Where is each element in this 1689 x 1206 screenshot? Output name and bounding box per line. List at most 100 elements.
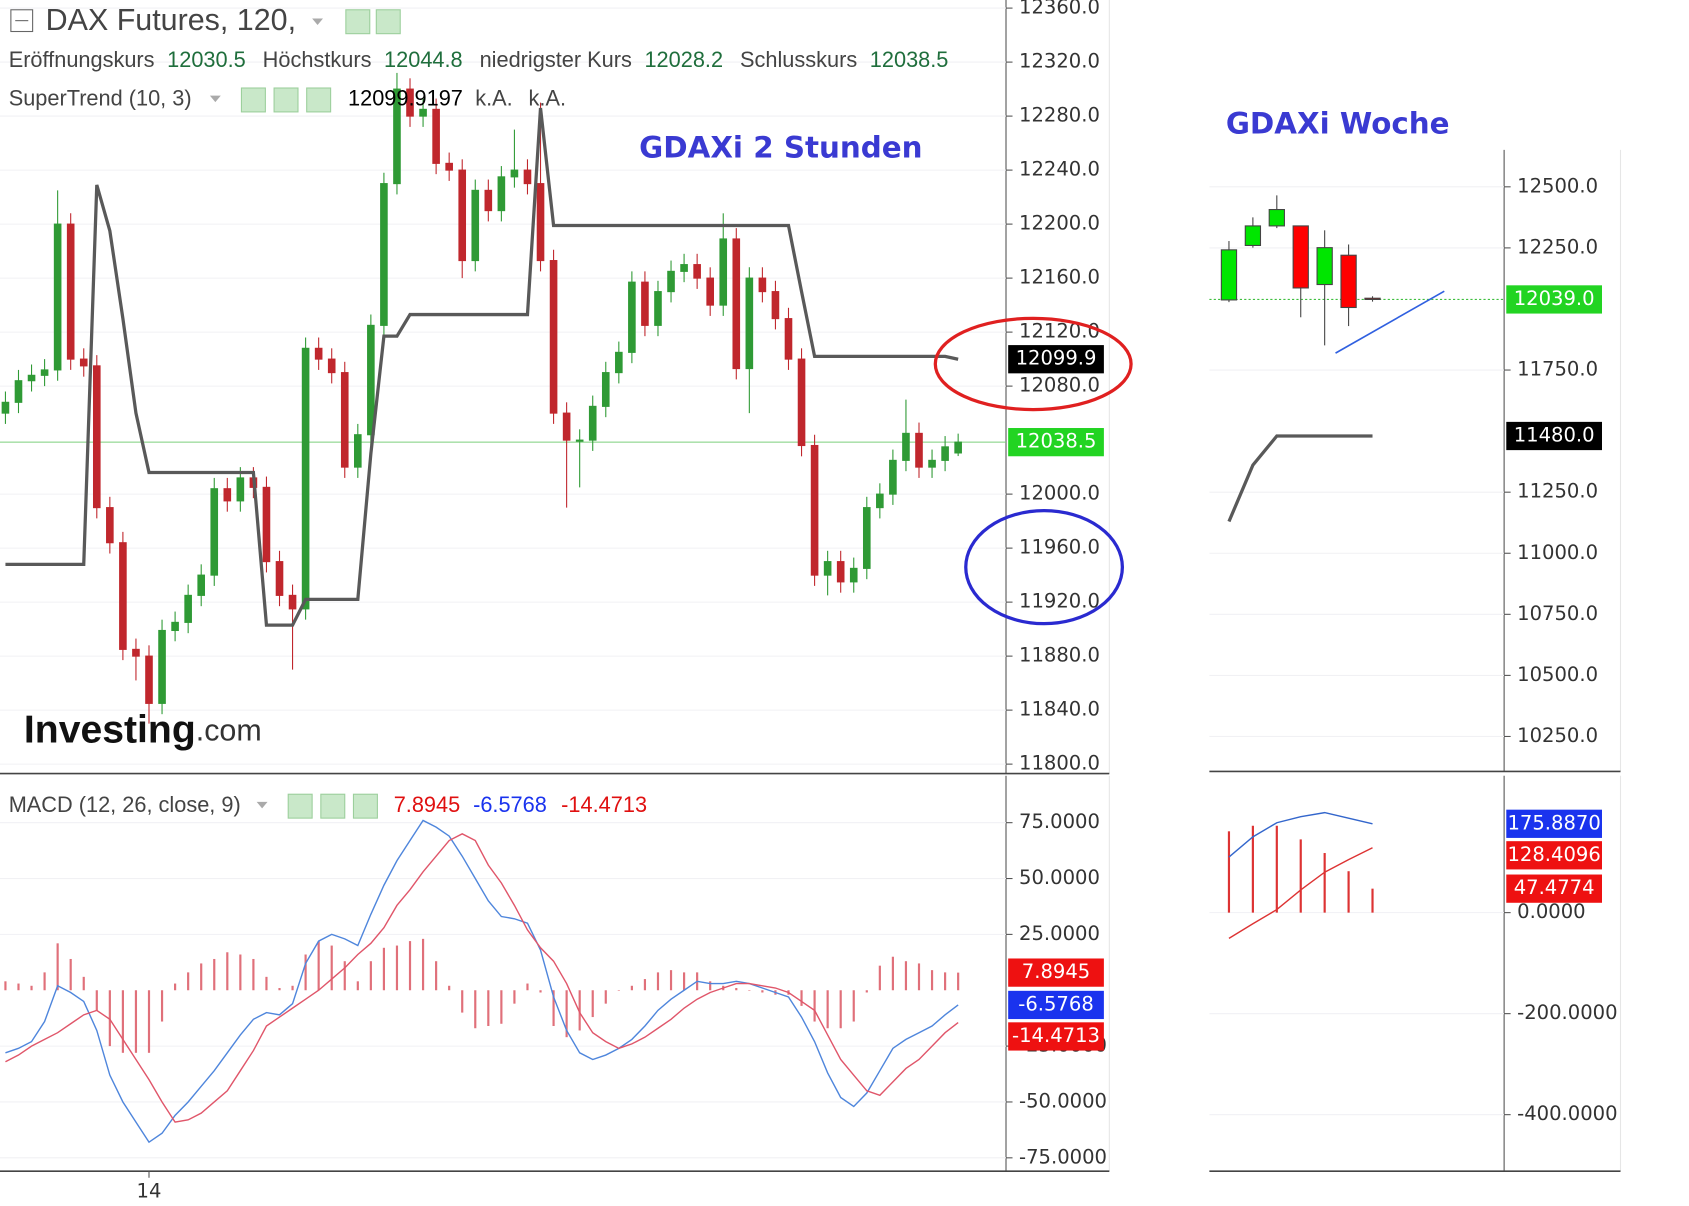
histogram-bar	[878, 965, 881, 991]
histogram-bar	[95, 990, 98, 1011]
candle-body	[458, 169, 467, 262]
histogram-bar	[121, 990, 124, 1053]
histogram-bar	[865, 990, 868, 993]
histogram-bar	[213, 958, 216, 991]
candle-body	[536, 183, 545, 262]
histogram-bar	[735, 988, 738, 991]
plot-layer: 12360.0 12320.0 12280.0 12240.0 12200.0 12160…	[0, 0, 1622, 1202]
candle-body	[53, 223, 62, 371]
histogram-bar	[669, 970, 673, 991]
histogram-bar	[56, 943, 59, 991]
candle-body	[601, 372, 610, 407]
candle-body	[693, 264, 701, 279]
histogram-bar	[1299, 839, 1302, 913]
y-tick-label: 12240.0	[1019, 158, 1100, 181]
price-badge	[1506, 841, 1602, 870]
histogram-bar	[1251, 825, 1254, 913]
candle-body	[275, 561, 284, 596]
close-icon[interactable]	[306, 87, 332, 113]
candle-body	[92, 365, 101, 509]
histogram-bar	[278, 988, 281, 991]
close-icon[interactable]	[352, 793, 378, 819]
histogram-bar	[526, 983, 529, 991]
price-badge	[1506, 421, 1602, 451]
candle-body	[314, 347, 323, 360]
y-tick-label: -50.0000	[1019, 1089, 1107, 1112]
eye-icon[interactable]	[240, 87, 266, 113]
y-tick-label: 12160.0	[1019, 266, 1100, 289]
histogram-bar	[448, 985, 451, 991]
histogram-bar	[1347, 871, 1350, 913]
candle-body	[562, 412, 571, 441]
ohlc-value: 12038.5	[870, 47, 949, 72]
eye-icon[interactable]	[287, 793, 313, 819]
candle-body	[797, 358, 806, 447]
ohlc-value: 12044.8	[384, 47, 463, 72]
dropdown[interactable]	[312, 18, 324, 25]
eye-icon[interactable]	[345, 9, 371, 35]
histogram-bar	[317, 941, 320, 991]
candle-body	[40, 369, 49, 376]
ohlc-line: Eröffnungskurs 12030.5 Höchstkurs 12044.…	[9, 47, 949, 72]
y-tick-label: 10250.0	[1517, 724, 1598, 747]
histogram-bar	[343, 961, 346, 991]
histogram-bar	[17, 983, 20, 991]
histogram-bar	[578, 990, 581, 1031]
candle-body	[419, 108, 427, 117]
y-tick-label: -400.0000	[1517, 1102, 1617, 1125]
macd-value: -6.5768	[473, 792, 547, 817]
candle-body	[928, 459, 936, 468]
price-badge-label: 175.8870	[1507, 811, 1600, 834]
candle-body	[210, 488, 219, 576]
y-tick-label: 75.0000	[1019, 810, 1100, 833]
gear-icon[interactable]	[320, 793, 346, 819]
histogram-bar	[839, 990, 842, 1029]
histogram-bar	[748, 990, 751, 991]
histogram-bar	[160, 990, 164, 1022]
histogram-bar	[591, 990, 594, 1018]
series-line	[5, 819, 959, 1144]
gear-icon[interactable]	[273, 87, 299, 113]
dropdown[interactable]	[256, 801, 268, 809]
histogram-bar	[304, 954, 307, 991]
histogram-bar	[513, 990, 516, 1004]
candle-body	[745, 277, 754, 370]
histogram-bar	[265, 976, 268, 991]
series-line	[1227, 434, 1373, 523]
candle-body	[171, 621, 179, 632]
price-badge-label: 47.4774	[1514, 876, 1595, 899]
histogram-bar	[369, 961, 372, 991]
histogram-bar	[930, 970, 934, 991]
price-badge	[1506, 809, 1602, 838]
dropdown[interactable]	[209, 95, 221, 103]
histogram-bar	[421, 938, 425, 991]
candle-body	[719, 238, 728, 306]
histogram-bar	[487, 990, 490, 1026]
collapse-icon[interactable]	[10, 9, 34, 33]
histogram-bar	[474, 990, 477, 1029]
y-tick-label: 12000.0	[1019, 482, 1100, 505]
price-badge	[1506, 874, 1602, 903]
histogram-bar	[382, 947, 386, 991]
histogram-bar	[82, 976, 85, 991]
candle-body	[1292, 225, 1309, 289]
series-line	[5, 833, 959, 1123]
ohlc-value: 12028.2	[644, 47, 723, 72]
candle-body	[667, 270, 675, 293]
y-tick-label: 11920.0	[1019, 590, 1100, 613]
indicator-name: SuperTrend (10, 3)	[9, 86, 192, 111]
price-badge	[1008, 345, 1104, 374]
y-tick-label: 12120.0	[1019, 320, 1100, 343]
trend-line	[1335, 290, 1445, 354]
gear-icon[interactable]	[375, 9, 401, 35]
instrument-title: DAX Futures, 120,	[46, 3, 296, 37]
y-tick-label: 11880.0	[1019, 644, 1100, 667]
histogram-bar	[239, 954, 242, 991]
candle-body	[1340, 254, 1357, 309]
y-tick-label: 11750.0	[1517, 358, 1598, 381]
candle-body	[954, 441, 962, 454]
candle-body	[406, 88, 414, 117]
candle-body	[732, 238, 741, 370]
histogram-bar	[1227, 831, 1231, 913]
candle-body	[941, 446, 949, 461]
